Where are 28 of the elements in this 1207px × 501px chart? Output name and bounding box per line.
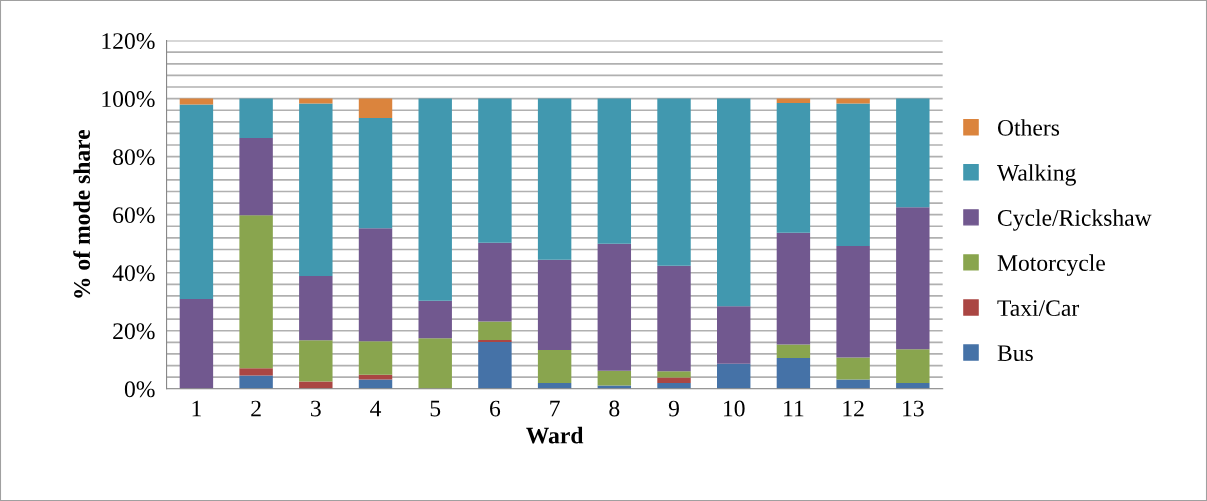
x-tick-label: 13 [903,400,924,417]
y-tick-label: 120% [102,33,155,50]
y-tick-label: 80% [113,149,155,166]
x-tick-label: 4 [370,400,382,417]
legend-label: Bus [997,345,1033,362]
x-tick-label: 9 [668,400,679,417]
y-tick-label: 0% [124,381,155,398]
y-tick-label: 40% [112,265,155,282]
y-tick-label: 20% [113,323,155,340]
x-axis-title: Ward [526,426,584,444]
legend-label: Walking [996,164,1076,186]
y-tick-label: 100% [102,91,155,108]
x-tick-label: 8 [609,400,620,417]
legend-label: Others [997,119,1060,136]
x-tick-label: 6 [490,400,501,417]
x-tick-label: 3 [311,400,321,417]
y-tick-label: 60% [113,207,155,224]
x-tick-label: 11 [784,400,804,417]
legend-label: Motorcycle [997,254,1105,276]
x-tick-label: 5 [430,400,441,417]
x-tick-label: 7 [550,400,560,417]
x-tick-label: 10 [723,400,745,417]
legend-label: Cycle/Rickshaw [997,209,1152,231]
x-tick-label: 2 [251,400,261,417]
y-axis-title: % of mode share [73,129,91,298]
legend-label: Taxi/Car [997,300,1080,317]
x-tick-label: 1 [192,400,201,417]
x-tick-label: 12 [843,400,864,417]
